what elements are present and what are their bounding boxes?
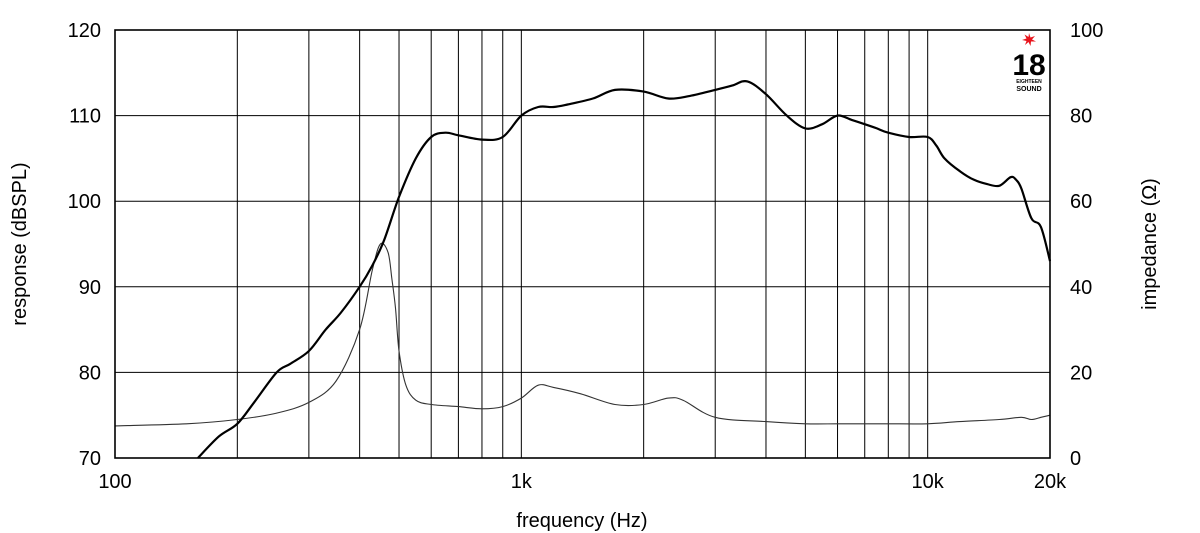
logo-line2: SOUND — [1016, 86, 1041, 93]
y-tick-label-right: 80 — [1070, 106, 1092, 128]
y-tick-label-left: 80 — [79, 362, 101, 384]
y-tick-label-left: 100 — [68, 191, 101, 213]
y-tick-label-right: 0 — [1070, 448, 1081, 470]
plot-frame — [114, 29, 1051, 459]
star-icon — [1022, 33, 1036, 46]
y-tick-label-left: 90 — [79, 277, 101, 299]
y-tick-label-right: 60 — [1070, 191, 1092, 213]
impedance-curve — [114, 242, 1051, 427]
logo-line1: EIGHTEEN — [1016, 79, 1042, 85]
x-tick-label: 1k — [511, 471, 533, 493]
eighteen-sound-logo: 18 EIGHTEEN SOUND — [1012, 33, 1046, 93]
x-tick-label: 20k — [1034, 471, 1067, 493]
y-tick-label-right: 40 — [1070, 277, 1092, 299]
response-curve — [197, 79, 1052, 459]
y-axis-label-right: impedance (Ω) — [1139, 178, 1161, 310]
y-tick-label-left: 110 — [69, 106, 101, 128]
y-tick-label-left: 70 — [79, 448, 101, 470]
grid-lines — [115, 30, 1050, 458]
y-tick-label-right: 20 — [1070, 362, 1092, 384]
x-axis-label: frequency (Hz) — [516, 510, 647, 532]
y-tick-label-right: 100 — [1070, 20, 1103, 42]
tick-labels: 100 1k 10k 20k 70 80 90 100 110 120 0 20 40 60 80 100 — [68, 20, 1104, 493]
logo-number: 18 — [1012, 49, 1045, 82]
y-axis-label-left: response (dBSPL) — [9, 162, 31, 325]
x-tick-label: 10k — [912, 471, 945, 493]
x-tick-label: 100 — [98, 471, 131, 493]
y-tick-label-left: 120 — [68, 20, 101, 42]
curves — [114, 79, 1052, 459]
